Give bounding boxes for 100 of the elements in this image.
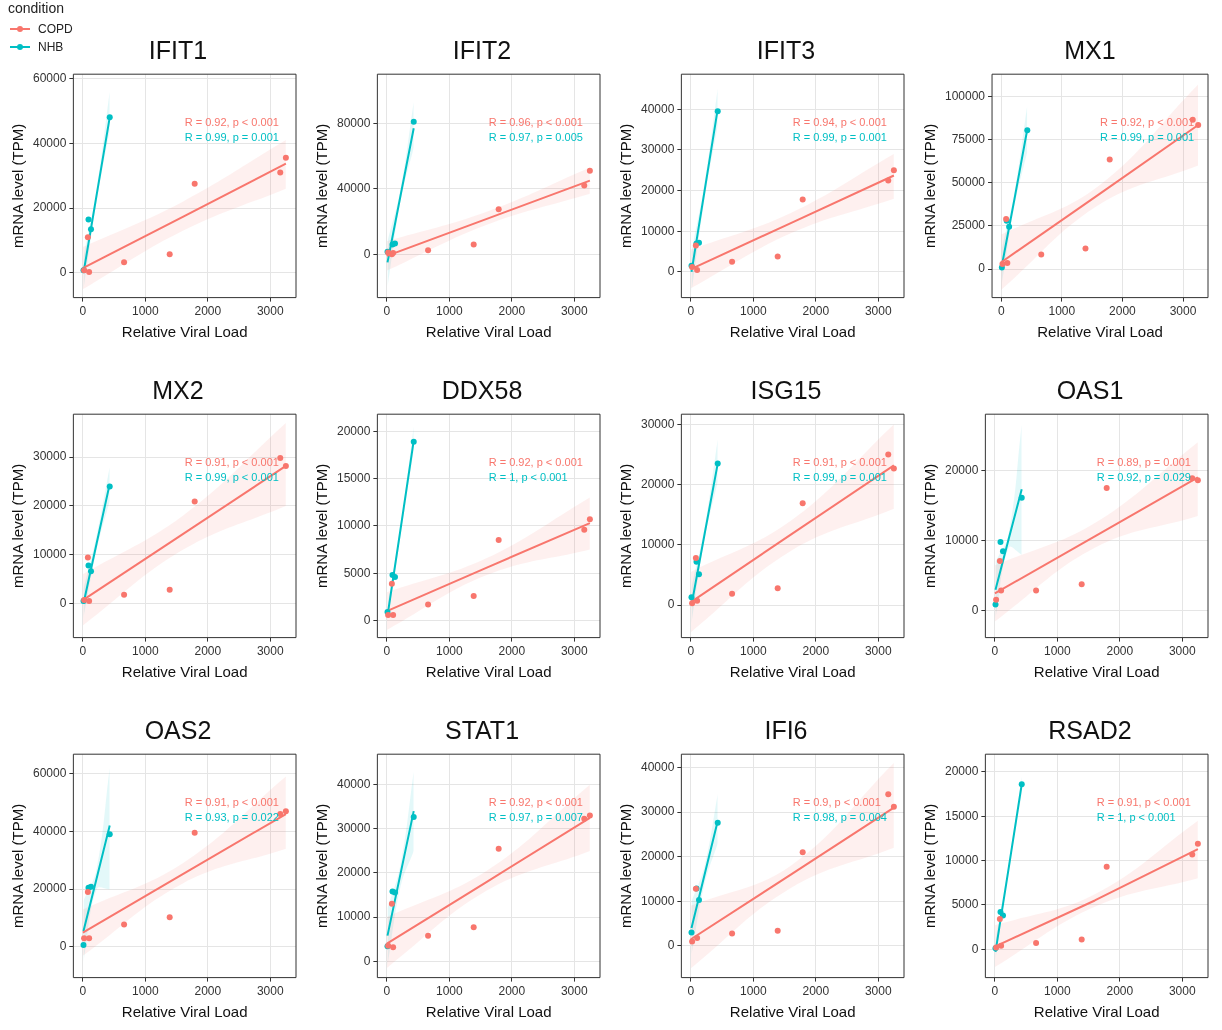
y-tick-label: 30000 [336, 821, 371, 836]
x-tick-label: 1000 [435, 984, 463, 999]
y-tick-label: 0 [971, 941, 979, 956]
annotation: R = 0.94, p < 0.001 [792, 116, 887, 129]
chart-title: IFIT1 [148, 36, 208, 64]
y-tick-label: 60000 [32, 765, 67, 780]
y-tick-label: 0 [667, 264, 675, 279]
y-tick-label: 0 [971, 603, 979, 618]
chart-title: OAS1 [1055, 375, 1125, 404]
chart-title: DDX58 [440, 375, 524, 404]
x-tick-label: 0 [79, 644, 87, 659]
x-tick-label: 3000 [560, 304, 588, 319]
x-tick-label: 0 [991, 984, 999, 999]
y-tick-label: 10000 [640, 223, 675, 238]
x-tick-label: 3000 [1168, 644, 1196, 659]
annotation: R = 0.97, p = 0.007 [488, 811, 583, 824]
x-tick-label: 2000 [802, 984, 830, 999]
annotation: R = 0.99, p = 0.001 [792, 471, 887, 484]
y-tick-label: 0 [363, 246, 371, 261]
chart-title: MX2 [151, 375, 205, 404]
y-tick-label: 0 [59, 265, 67, 280]
chart-title: STAT1 [443, 715, 521, 744]
y-axis-title: mRNA level (TPM) [313, 803, 331, 928]
y-tick-label: 100000 [945, 88, 986, 103]
annotation: R = 0.91, p < 0.001 [792, 456, 887, 469]
y-tick-label: 20000 [32, 200, 67, 215]
y-tick-label: 10000 [336, 909, 371, 924]
x-tick-label: 2000 [194, 304, 222, 319]
y-tick-label: 0 [59, 939, 67, 954]
legend-label: COPD [38, 22, 73, 36]
y-tick-label: 10000 [944, 852, 979, 867]
y-tick-label: 20000 [640, 849, 675, 864]
annotation: R = 0.89, p = 0.001 [1096, 456, 1191, 469]
y-tick-label: 20000 [336, 423, 371, 438]
x-axis-title: Relative Viral Load [121, 663, 248, 681]
x-tick-label: 1000 [131, 644, 159, 659]
x-tick-label: 2000 [194, 984, 222, 999]
annotation: R = 1, p < 0.001 [1096, 811, 1176, 824]
y-tick-label: 20000 [640, 182, 675, 197]
x-tick-label: 0 [79, 984, 87, 999]
x-axis-title: Relative Viral Load [425, 1003, 552, 1021]
x-tick-label: 3000 [864, 644, 892, 659]
y-tick-label: 30000 [640, 804, 675, 819]
y-tick-label: 80000 [336, 115, 371, 130]
chart-title: IFIT3 [755, 35, 817, 64]
y-tick-label: 75000 [951, 131, 986, 146]
x-tick-label: 3000 [560, 644, 588, 659]
annotation: R = 0.92, p < 0.001 [488, 456, 583, 469]
x-tick-label: 3000 [256, 984, 284, 999]
y-tick-label: 0 [363, 612, 371, 627]
y-tick-label: 0 [667, 938, 675, 953]
annotation: R = 0.99, p < 0.001 [184, 471, 279, 484]
y-axis-title: mRNA level (TPM) [921, 123, 939, 248]
y-axis-title: mRNA level (TPM) [617, 803, 635, 928]
x-tick-label: 3000 [864, 984, 892, 999]
annotation: R = 0.92, p = 0.029 [1096, 471, 1191, 484]
x-tick-label: 1000 [435, 304, 463, 319]
y-tick-label: 10000 [640, 893, 675, 908]
x-tick-label: 2000 [1106, 644, 1134, 659]
x-tick-label: 0 [383, 644, 391, 659]
x-tick-label: 1000 [739, 304, 767, 319]
x-tick-label: 2000 [498, 304, 526, 319]
x-tick-label: 0 [383, 304, 391, 319]
x-axis-title: Relative Viral Load [121, 323, 248, 341]
y-axis-title: mRNA level (TPM) [617, 123, 635, 248]
x-tick-label: 1000 [739, 644, 767, 659]
x-tick-label: 1000 [435, 644, 463, 659]
y-tick-label: 20000 [944, 764, 979, 779]
x-tick-label: 2000 [802, 304, 830, 319]
annotation: R = 0.91, p < 0.001 [1096, 796, 1191, 809]
y-axis-title: mRNA level (TPM) [313, 463, 331, 588]
x-tick-label: 0 [997, 304, 1005, 319]
x-tick-label: 3000 [256, 304, 284, 319]
y-tick-label: 40000 [640, 101, 675, 116]
x-tick-label: 2000 [1109, 304, 1137, 319]
annotation: R = 0.99, p = 0.001 [792, 131, 887, 144]
y-axis-title: mRNA level (TPM) [921, 463, 939, 588]
y-axis-title: mRNA level (TPM) [9, 463, 27, 588]
y-tick-label: 0 [59, 595, 67, 610]
y-tick-label: 60000 [32, 70, 67, 85]
x-tick-label: 0 [687, 304, 695, 319]
y-axis-title: mRNA level (TPM) [9, 803, 27, 928]
x-tick-label: 3000 [1169, 304, 1197, 319]
annotation: R = 0.96, p < 0.001 [488, 116, 583, 129]
y-tick-label: 10000 [336, 518, 371, 533]
annotation: R = 0.91, p < 0.001 [184, 456, 279, 469]
x-tick-label: 2000 [194, 644, 222, 659]
chart-title: IFI6 [763, 715, 809, 744]
y-tick-label: 10000 [32, 546, 67, 561]
x-tick-label: 1000 [739, 984, 767, 999]
y-tick-label: 5000 [951, 897, 979, 912]
y-tick-label: 10000 [944, 532, 979, 547]
annotation: R = 0.99, p = 0.001 [1100, 131, 1195, 144]
x-tick-label: 0 [79, 304, 87, 319]
y-tick-label: 40000 [32, 823, 67, 838]
y-tick-label: 40000 [336, 776, 371, 791]
y-tick-label: 30000 [640, 142, 675, 157]
y-tick-label: 15000 [944, 808, 979, 823]
x-axis-title: Relative Viral Load [729, 663, 856, 681]
x-tick-label: 0 [687, 984, 695, 999]
